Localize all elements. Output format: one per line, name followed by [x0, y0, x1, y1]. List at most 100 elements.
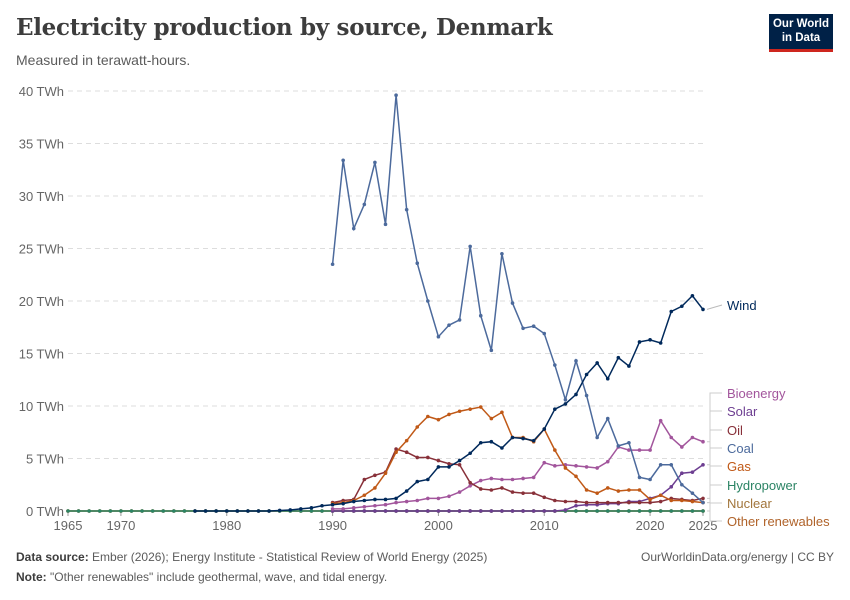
data-point — [404, 438, 409, 443]
data-point — [627, 440, 631, 445]
data-point — [468, 451, 472, 456]
data-point — [616, 444, 621, 448]
data-point — [521, 436, 525, 441]
x-tick-label: 2000 — [424, 518, 453, 533]
data-point — [574, 509, 578, 513]
chart-title: Electricity production by source, Denmar… — [16, 14, 553, 41]
data-point — [658, 499, 663, 504]
data-point — [97, 509, 102, 513]
data-point — [468, 484, 472, 488]
data-point — [584, 509, 589, 513]
data-point — [362, 202, 367, 207]
data-point — [447, 465, 451, 469]
logo-text: Our World in Data — [772, 18, 829, 44]
data-point — [500, 486, 504, 490]
series-line-oil — [332, 448, 704, 504]
data-point — [584, 500, 589, 505]
data-point — [616, 355, 621, 360]
data-point — [574, 359, 578, 363]
data-point — [457, 409, 462, 414]
data-point — [415, 509, 420, 513]
data-point — [690, 293, 695, 298]
data-point — [362, 498, 367, 503]
data-point — [330, 507, 335, 511]
data-point — [457, 318, 462, 322]
data-point — [415, 455, 420, 460]
data-point — [531, 509, 536, 513]
legend-label-nuclear: Nuclear — [727, 496, 772, 511]
data-point — [373, 160, 377, 165]
data-point — [383, 222, 388, 227]
data-point — [637, 448, 642, 452]
data-point — [373, 486, 377, 490]
data-point — [658, 341, 663, 345]
data-point — [66, 509, 70, 513]
series-line-gas — [332, 406, 704, 505]
source-text: Ember (2026); Energy Institute - Statist… — [92, 550, 488, 564]
data-point — [362, 493, 367, 498]
data-point — [669, 485, 674, 489]
data-point — [478, 487, 483, 491]
legend-connector — [707, 510, 722, 522]
data-point — [489, 348, 494, 353]
data-point — [627, 364, 631, 368]
data-point — [521, 326, 525, 331]
note: Note: "Other renewables" include geother… — [16, 570, 387, 584]
data-point — [648, 509, 652, 513]
x-tick-label: 1970 — [106, 518, 135, 533]
data-point — [563, 397, 568, 402]
data-point — [436, 458, 441, 463]
data-point — [119, 509, 123, 513]
data-point — [500, 251, 504, 256]
data-point — [584, 372, 589, 377]
data-point — [426, 477, 430, 482]
data-point — [595, 361, 599, 365]
data-point — [341, 507, 345, 511]
legend-label-other-renewables: Other renewables — [727, 514, 830, 529]
data-point — [627, 488, 631, 492]
data-point — [468, 509, 472, 513]
data-point — [373, 509, 377, 513]
data-point — [404, 489, 409, 493]
data-point — [690, 509, 695, 513]
data-point — [563, 508, 568, 512]
data-point — [426, 509, 430, 513]
data-point — [415, 425, 420, 429]
note-label: Note: — [16, 570, 47, 584]
data-point — [373, 473, 377, 478]
data-point — [658, 493, 663, 498]
data-point — [468, 480, 472, 485]
data-point — [447, 412, 451, 417]
data-point — [701, 509, 705, 513]
data-point — [553, 363, 557, 367]
data-point — [415, 479, 420, 484]
data-point — [584, 488, 589, 492]
data-point — [436, 417, 441, 422]
data-point — [457, 490, 462, 494]
data-point — [351, 509, 356, 513]
data-point — [404, 207, 409, 212]
data-point — [140, 509, 144, 513]
owid-logo[interactable]: Our World in Data — [769, 14, 833, 52]
data-point — [531, 475, 536, 480]
data-point — [605, 500, 610, 505]
x-tick-label: 1990 — [318, 518, 347, 533]
data-point — [553, 448, 557, 452]
data-point — [383, 497, 388, 502]
data-point — [436, 509, 441, 513]
data-point — [415, 261, 420, 266]
data-point — [510, 477, 515, 482]
data-point — [669, 498, 674, 503]
data-point — [531, 324, 536, 329]
footer-url[interactable]: OurWorldinData.org/energy | CC BY — [641, 550, 834, 564]
data-point — [563, 402, 568, 406]
line-chart: 0 TWh 5 TWh 10 TWh 15 TWh 20 TWh 25 TWh 30 TWh… — [19, 84, 830, 533]
data-point — [690, 499, 695, 504]
data-point — [150, 509, 155, 513]
data-point — [341, 158, 345, 163]
data-point — [214, 509, 218, 513]
data-point — [531, 491, 536, 495]
data-point — [605, 486, 610, 490]
data-point — [627, 500, 631, 505]
data-point — [330, 502, 335, 507]
